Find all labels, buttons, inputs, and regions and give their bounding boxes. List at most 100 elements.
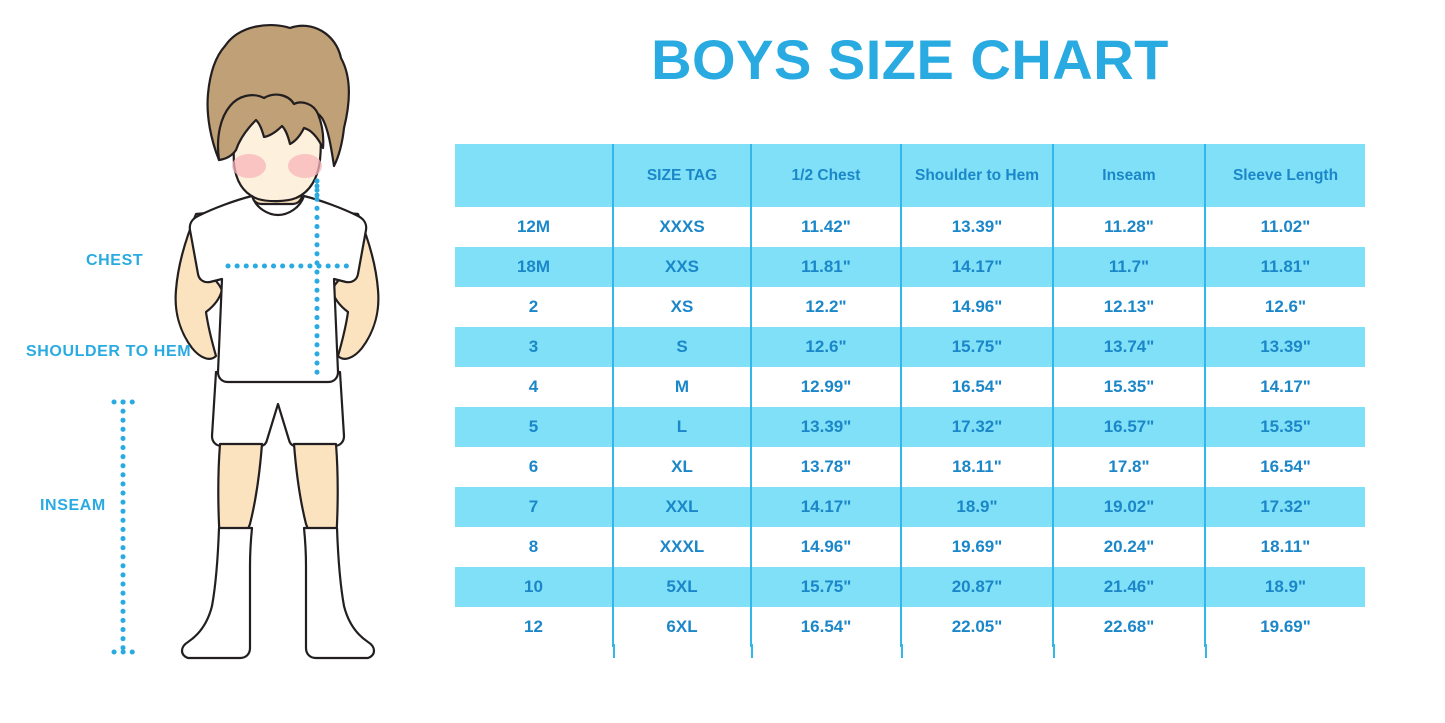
- table-cell: 11.02": [1204, 207, 1365, 247]
- page-title: BOYS SIZE CHART: [651, 28, 1169, 91]
- table-cell: 17.8": [1052, 447, 1205, 487]
- table-cell: 16.54": [900, 367, 1053, 407]
- table-cell: 15.75": [750, 567, 901, 607]
- table-cell: 19.69": [1204, 607, 1365, 647]
- table-header-cell-inseam: Inseam: [1052, 144, 1205, 207]
- boy-figure-illustration: CHEST SHOULDER TO HEM INSEAM: [0, 0, 455, 723]
- table-cell: 5XL: [612, 567, 751, 607]
- table-cell: XL: [612, 447, 751, 487]
- table-cell: M: [612, 367, 751, 407]
- table-cell: S: [612, 327, 751, 367]
- table-cell: XXXS: [612, 207, 751, 247]
- column-separator: [751, 644, 753, 658]
- table-cell: 11.7": [1052, 247, 1205, 287]
- table-body: 12M XXXS 11.42" 13.39" 11.28" 11.02" 18M XXS 11.…: [455, 207, 1365, 647]
- table-cell: XXXL: [612, 527, 751, 567]
- table-cell: 11.28": [1052, 207, 1205, 247]
- table-cell: 20.24": [1052, 527, 1205, 567]
- table-cell-size: 18M: [455, 247, 613, 287]
- table-cell: 11.81": [750, 247, 901, 287]
- blush-right-icon: [288, 154, 322, 178]
- left-thigh: [217, 442, 264, 542]
- table-row: 2 XS 12.2" 14.96" 12.13" 12.6": [455, 287, 1365, 327]
- right-thigh: [292, 442, 339, 542]
- table-header-row: SIZE TAG 1/2 Chest Shoulder to Hem Inseam Sl…: [455, 144, 1365, 207]
- table-cell: 12.99": [750, 367, 901, 407]
- table-cell: 19.02": [1052, 487, 1205, 527]
- table-cell: 14.17": [900, 247, 1053, 287]
- column-separator: [1053, 644, 1055, 658]
- tshirt: [188, 194, 368, 384]
- column-separator: [613, 644, 615, 658]
- table-cell: 22.05": [900, 607, 1053, 647]
- table-cell: XXS: [612, 247, 751, 287]
- table-header-cell-size-tag: SIZE TAG: [612, 144, 751, 207]
- right-sock: [302, 526, 376, 660]
- table-cell: 14.96": [900, 287, 1053, 327]
- table-cell: 19.69": [900, 527, 1053, 567]
- size-chart-table-wrap: SIZE TAG 1/2 Chest Shoulder to Hem Inseam Sl…: [455, 144, 1365, 647]
- table-cell: 16.54": [1204, 447, 1365, 487]
- table-cell: 20.87": [900, 567, 1053, 607]
- table-cell: 22.68": [1052, 607, 1205, 647]
- table-cell-size: 10: [455, 567, 613, 607]
- column-separator: [1205, 644, 1207, 658]
- table-cell-size: 12: [455, 607, 613, 647]
- table-cell-size: 7: [455, 487, 613, 527]
- table-cell: 13.39": [1204, 327, 1365, 367]
- table-row: 12M XXXS 11.42" 13.39" 11.28" 11.02": [455, 207, 1365, 247]
- table-cell: 16.54": [750, 607, 901, 647]
- table-cell: 14.17": [1204, 367, 1365, 407]
- table-cell-size: 2: [455, 287, 613, 327]
- blush-left-icon: [232, 154, 266, 178]
- table-header-cell-1-2-chest: 1/2 Chest: [750, 144, 901, 207]
- shorts: [210, 370, 346, 448]
- table-row: 10 5XL 15.75" 20.87" 21.46" 18.9": [455, 567, 1365, 607]
- table-row: 8 XXXL 14.96" 19.69" 20.24" 18.11": [455, 527, 1365, 567]
- table-cell: 13.39": [750, 407, 901, 447]
- table-cell: 18.9": [1204, 567, 1365, 607]
- table-column-separator-stubs: [455, 644, 1365, 658]
- table-cell: 17.32": [1204, 487, 1365, 527]
- table-cell-size: 12M: [455, 207, 613, 247]
- table-cell: 15.35": [1052, 367, 1205, 407]
- table-row: 3 S 12.6" 15.75" 13.74" 13.39": [455, 327, 1365, 367]
- table-cell: 15.35": [1204, 407, 1365, 447]
- size-chart-table: SIZE TAG 1/2 Chest Shoulder to Hem Inseam Sl…: [455, 144, 1365, 647]
- table-header-cell-shoulder-to-hem: Shoulder to Hem: [900, 144, 1053, 207]
- table-header-cell-blank: [455, 144, 613, 207]
- table-cell: 14.96": [750, 527, 901, 567]
- hair-fringe-icon: [216, 93, 325, 162]
- table-cell: 17.32": [900, 407, 1053, 447]
- table-cell: 21.46": [1052, 567, 1205, 607]
- table-cell: 18.11": [1204, 527, 1365, 567]
- chest-label: CHEST: [86, 252, 144, 269]
- shoulder-to-hem-label: SHOULDER TO HEM: [26, 343, 192, 360]
- table-cell-size: 3: [455, 327, 613, 367]
- table-row: 4 M 12.99" 16.54" 15.35" 14.17": [455, 367, 1365, 407]
- table-cell: 13.39": [900, 207, 1053, 247]
- table-cell: 16.57": [1052, 407, 1205, 447]
- boy-figure-svg: [111, 24, 380, 660]
- table-row: 6 XL 13.78" 18.11" 17.8" 16.54": [455, 447, 1365, 487]
- table-cell-size: 8: [455, 527, 613, 567]
- table-cell: XS: [612, 287, 751, 327]
- table-cell: 6XL: [612, 607, 751, 647]
- table-cell: 14.17": [750, 487, 901, 527]
- table-cell: 18.9": [900, 487, 1053, 527]
- table-header-cell-sleeve-length: Sleeve Length: [1204, 144, 1365, 207]
- table-row: 12 6XL 16.54" 22.05" 22.68" 19.69": [455, 607, 1365, 647]
- inseam-label: INSEAM: [40, 497, 106, 514]
- table-cell: 12.6": [750, 327, 901, 367]
- column-separator: [901, 644, 903, 658]
- table-cell: 12.13": [1052, 287, 1205, 327]
- table-row: 7 XXL 14.17" 18.9" 19.02" 17.32": [455, 487, 1365, 527]
- table-cell: XXL: [612, 487, 751, 527]
- table-cell: 13.78": [750, 447, 901, 487]
- table-cell: 12.2": [750, 287, 901, 327]
- table-header: SIZE TAG 1/2 Chest Shoulder to Hem Inseam Sl…: [455, 144, 1365, 207]
- table-cell-size: 6: [455, 447, 613, 487]
- table-cell: 11.42": [750, 207, 901, 247]
- table-row: 18M XXS 11.81" 14.17" 11.7" 11.81": [455, 247, 1365, 287]
